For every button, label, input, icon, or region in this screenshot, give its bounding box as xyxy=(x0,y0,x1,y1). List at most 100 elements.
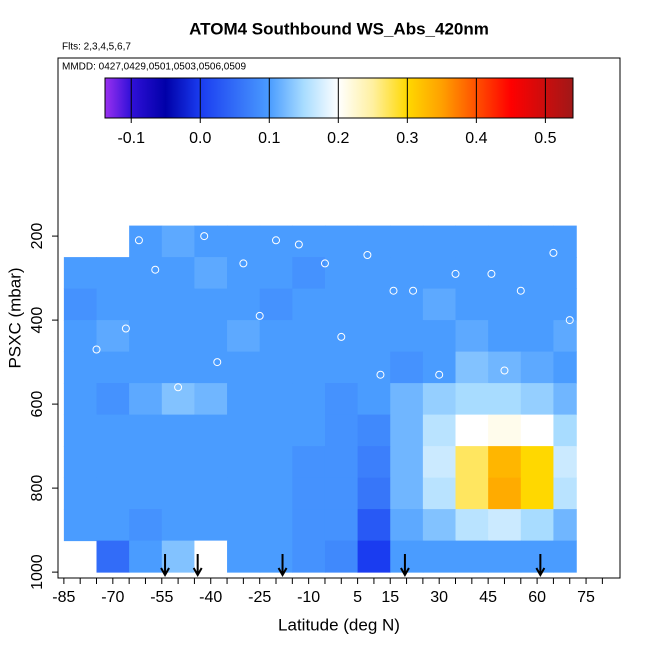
heat-cell xyxy=(129,509,163,542)
flight-point xyxy=(239,259,248,268)
heat-cell xyxy=(194,225,228,258)
heat-cell xyxy=(129,225,163,258)
colorbar-tick-label: -0.1 xyxy=(117,130,145,147)
colorbar-tick-label: 0.2 xyxy=(327,130,349,147)
heat-cell xyxy=(390,446,424,479)
heat-cell xyxy=(96,540,130,573)
colorbar-tick-label: 0.0 xyxy=(189,130,211,147)
flight-point xyxy=(516,286,525,295)
arrow xyxy=(400,554,410,578)
heat-cell xyxy=(488,288,522,321)
heat-cell xyxy=(292,477,326,510)
y-axis-title: PSXC (mbar) xyxy=(5,267,24,368)
heat-cell xyxy=(390,540,424,573)
flight-point xyxy=(92,345,101,354)
heat-cell xyxy=(390,477,424,510)
heat-cell xyxy=(357,540,391,573)
heat-cell xyxy=(357,383,391,416)
heat-cell xyxy=(96,383,130,416)
heat-cell xyxy=(422,320,457,353)
heat-cell xyxy=(422,540,457,573)
flight-point xyxy=(435,370,444,379)
heat-cell xyxy=(324,414,359,447)
heat-cell xyxy=(292,446,326,479)
heat-cell xyxy=(161,509,195,542)
heat-cell xyxy=(292,383,326,416)
heat-cell xyxy=(227,225,261,258)
flight-point xyxy=(549,248,558,257)
heat-cell xyxy=(227,509,261,542)
heat-cell xyxy=(488,540,522,573)
heat-cell xyxy=(390,225,424,258)
heat-cell xyxy=(455,225,489,258)
heat-cell xyxy=(292,288,326,321)
heat-cell xyxy=(357,288,391,321)
heat-cell xyxy=(129,446,163,479)
heat-cell xyxy=(455,446,489,479)
heat-cell xyxy=(161,257,195,290)
colorbar-tick-label: 0.1 xyxy=(258,130,280,147)
heat-cell xyxy=(292,257,326,290)
heat-cell xyxy=(63,351,98,384)
heat-cell xyxy=(553,225,577,258)
flight-point xyxy=(565,316,574,325)
heat-cell xyxy=(357,320,391,353)
y-tick-label: 600 xyxy=(29,391,46,418)
x-tick-label: 60 xyxy=(528,589,546,606)
heat-cell xyxy=(455,383,489,416)
heat-cell xyxy=(520,225,554,258)
chart-title: ATOM4 Southbound WS_Abs_420nm xyxy=(189,19,489,38)
x-tick-label: 45 xyxy=(479,589,497,606)
heat-cell xyxy=(553,446,577,479)
heat-cell xyxy=(292,320,326,353)
heat-cell xyxy=(259,446,293,479)
heat-cell xyxy=(96,288,130,321)
heat-cell xyxy=(63,414,98,447)
x-tick-label: -70 xyxy=(101,589,124,606)
heat-cell xyxy=(553,509,577,542)
heat-cell xyxy=(194,446,228,479)
heat-cell xyxy=(324,509,359,542)
heat-cell xyxy=(227,414,261,447)
flight-point xyxy=(151,265,160,274)
heat-cell xyxy=(520,509,554,542)
heatmap xyxy=(63,225,577,573)
heat-cell xyxy=(161,320,195,353)
heat-cell xyxy=(129,351,163,384)
heat-cell xyxy=(194,320,228,353)
heat-cell xyxy=(194,414,228,447)
x-tick-label: -85 xyxy=(52,589,75,606)
heat-cell xyxy=(129,383,163,416)
heat-cell xyxy=(520,540,554,573)
heat-cell xyxy=(520,320,554,353)
heat-cell xyxy=(63,257,98,290)
y-tick-label: 200 xyxy=(29,223,46,250)
flight-point xyxy=(500,366,509,375)
flight-point xyxy=(108,248,117,257)
heat-cell xyxy=(161,414,195,447)
heat-cell xyxy=(96,414,130,447)
heat-cell xyxy=(259,509,293,542)
heat-cell xyxy=(455,257,489,290)
flight-point xyxy=(409,286,418,295)
heat-cell xyxy=(553,414,577,447)
heat-cell xyxy=(129,414,163,447)
heat-cell xyxy=(194,477,228,510)
heat-cell xyxy=(357,351,391,384)
heat-cell xyxy=(390,414,424,447)
heat-cell xyxy=(227,257,261,290)
x-tick-label: -55 xyxy=(150,589,173,606)
annotation: MMDD: 0427,0429,0501,0503,0506,0509 xyxy=(62,62,246,73)
x-tick-label: -10 xyxy=(297,589,320,606)
heat-cell xyxy=(324,446,359,479)
heat-cell xyxy=(129,320,163,353)
y-tick-label: 400 xyxy=(29,307,46,334)
flight-point xyxy=(320,259,329,268)
heat-cell xyxy=(520,257,554,290)
heat-cell xyxy=(227,320,261,353)
heat-cell xyxy=(292,540,326,573)
overlay xyxy=(92,232,574,578)
heat-cell xyxy=(422,257,457,290)
heat-cell xyxy=(161,225,195,258)
